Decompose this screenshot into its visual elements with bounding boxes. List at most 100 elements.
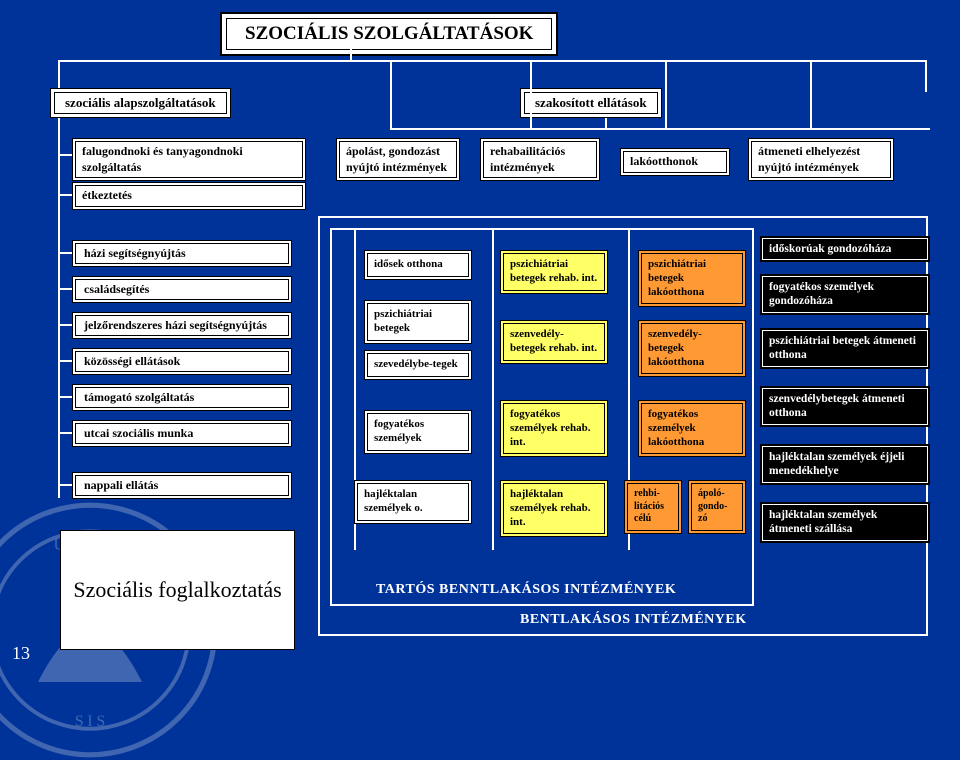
node-szenv-rehab: szenvedély-betegek rehab. int. bbox=[500, 320, 608, 364]
node-text: pszichiátriai betegek bbox=[367, 303, 469, 341]
rlist-item: fogyatékos személyek gondozóháza bbox=[760, 274, 930, 315]
node-szenvedely: szevedélybe-tegek bbox=[364, 350, 472, 380]
szocialis-foglalkoztatas-text: Szociális foglalkoztatás bbox=[73, 577, 281, 603]
svg-text:S I S: S I S bbox=[75, 713, 105, 730]
connector-line bbox=[605, 118, 607, 128]
list-item-text: közösségi ellátások bbox=[75, 351, 289, 372]
node-falugondnoki: falugondnoki és tanyagondnoki szolgáltat… bbox=[72, 138, 306, 181]
node-text: étkeztetés bbox=[75, 185, 303, 207]
rlist-text: hajléktalan személyek átmeneti szállása bbox=[762, 504, 928, 541]
connector-line bbox=[58, 118, 60, 498]
node-etkeztetes: étkeztetés bbox=[72, 182, 306, 210]
connector-line bbox=[810, 60, 812, 128]
sub-heading-right-text: szakosított ellátások bbox=[524, 92, 658, 114]
node-text: szevedélybe-tegek bbox=[367, 353, 469, 377]
rlist-item: hajléktalan személyek éjjeli menedékhely… bbox=[760, 444, 930, 485]
tartos-label: TARTÓS BENNTLAKÁSOS INTÉZMÉNYEK bbox=[376, 582, 676, 598]
connector-line bbox=[58, 288, 72, 290]
rlist-text: pszichiátriai betegek átmeneti otthona bbox=[762, 330, 928, 367]
rlist-text: szenvedélybetegek átmeneti otthona bbox=[762, 388, 928, 425]
connector-line bbox=[58, 154, 72, 156]
node-text: fogyatékos személyek bbox=[367, 413, 469, 451]
list-item-text: támogató szolgáltatás bbox=[75, 387, 289, 408]
node-text: pszichiátriai betegek rehab. int. bbox=[503, 253, 605, 291]
rlist-item: pszichiátriai betegek átmeneti otthona bbox=[760, 328, 930, 369]
connector-line bbox=[58, 60, 926, 62]
list-item-text: nappali ellátás bbox=[75, 475, 289, 496]
slide: UNIVERSI S I S 67 SZOCIÁLIS SZOLGÁLTATÁS… bbox=[0, 0, 960, 720]
sub-heading-right: szakosított ellátások bbox=[520, 88, 662, 118]
node-hajl-rehab: hajléktalan személyek rehab. int. bbox=[500, 480, 608, 537]
list-item-text: házi segítségnyújtás bbox=[75, 243, 289, 264]
connector-line bbox=[925, 60, 927, 92]
sub-heading-left-text: szociális alapszolgáltatások bbox=[54, 92, 227, 114]
list-item: utcai szociális munka bbox=[72, 420, 292, 447]
node-text: pszichiátriai betegek lakóotthona bbox=[641, 253, 743, 304]
node-rehab-int: rehabailitációs intézmények bbox=[480, 138, 600, 181]
sub-heading-left: szociális alapszolgáltatások bbox=[50, 88, 231, 118]
node-fogy-lako: fogyatékos személyek lakóotthona bbox=[638, 400, 746, 457]
node-text: fogyatékos személyek lakóotthona bbox=[641, 403, 743, 454]
node-text: rehabailitációs intézmények bbox=[483, 141, 597, 178]
node-pszich-rehab: pszichiátriai betegek rehab. int. bbox=[500, 250, 608, 294]
node-text: hajléktalan személyek o. bbox=[357, 483, 469, 521]
list-item: házi segítségnyújtás bbox=[72, 240, 292, 267]
connector-line bbox=[58, 360, 72, 362]
node-pszich-betegek: pszichiátriai betegek bbox=[364, 300, 472, 344]
node-text: rehbi-litációs célú bbox=[627, 483, 679, 531]
node-text: szenvedély-betegek lakóotthona bbox=[641, 323, 743, 374]
connector-line bbox=[58, 396, 72, 398]
rlist-text: időskorúak gondozóháza bbox=[762, 238, 928, 260]
szocialis-foglalkoztatas-box: Szociális foglalkoztatás bbox=[60, 530, 295, 650]
node-text: ápolást, gondozást nyújtó intézmények bbox=[339, 141, 457, 178]
connector-line bbox=[58, 194, 72, 196]
node-text: falugondnoki és tanyagondnoki szolgáltat… bbox=[75, 141, 303, 178]
connector-line bbox=[58, 252, 72, 254]
rlist-item: hajléktalan személyek átmeneti szállása bbox=[760, 502, 930, 543]
list-item: jelzőrendszeres házi segítségnyújtás bbox=[72, 312, 292, 339]
node-hajlektalan: hajléktalan személyek o. bbox=[354, 480, 472, 524]
node-text: átmeneti elhelyezést nyújtó intézmények bbox=[751, 141, 891, 178]
rlist-text: hajléktalan személyek éjjeli menedékhely… bbox=[762, 446, 928, 483]
rlist-item: időskorúak gondozóháza bbox=[760, 236, 930, 262]
list-item-text: családsegítés bbox=[75, 279, 289, 300]
node-lakootthonok: lakóotthonok bbox=[620, 148, 730, 176]
node-idosek-otthona: idősek otthona bbox=[364, 250, 472, 280]
rlist-text: fogyatékos személyek gondozóháza bbox=[762, 276, 928, 313]
list-item: támogató szolgáltatás bbox=[72, 384, 292, 411]
node-rehab-celu: rehbi-litációs célú bbox=[624, 480, 682, 534]
list-item: nappali ellátás bbox=[72, 472, 292, 499]
list-item: családsegítés bbox=[72, 276, 292, 303]
node-text: lakóotthonok bbox=[623, 151, 727, 173]
connector-line bbox=[492, 230, 494, 550]
slide-number: 13 bbox=[12, 643, 30, 664]
connector-line bbox=[665, 60, 667, 128]
node-text: hajléktalan személyek rehab. int. bbox=[503, 483, 605, 534]
node-text: idősek otthona bbox=[367, 253, 469, 277]
tartos-frame: idősek otthona pszichiátriai betegek sze… bbox=[330, 228, 754, 606]
node-pszich-lako: pszichiátriai betegek lakóotthona bbox=[638, 250, 746, 307]
connector-line bbox=[58, 484, 72, 486]
node-atmeneti: átmeneti elhelyezést nyújtó intézmények bbox=[748, 138, 894, 181]
page-title: SZOCIÁLIS SZOLGÁLTATÁSOK bbox=[226, 18, 552, 50]
node-fogyatekos: fogyatékos személyek bbox=[364, 410, 472, 454]
connector-line bbox=[350, 48, 352, 60]
list-item: közösségi ellátások bbox=[72, 348, 292, 375]
node-szenv-lako: szenvedély-betegek lakóotthona bbox=[638, 320, 746, 377]
connector-line bbox=[390, 128, 930, 130]
page-title-box: SZOCIÁLIS SZOLGÁLTATÁSOK bbox=[220, 12, 558, 56]
node-text: fogyatékos személyek rehab. int. bbox=[503, 403, 605, 454]
list-item-text: utcai szociális munka bbox=[75, 423, 289, 444]
connector-line bbox=[530, 60, 532, 128]
node-apolo-gondozo: ápoló-gondo-zó bbox=[688, 480, 746, 534]
node-fogy-rehab: fogyatékos személyek rehab. int. bbox=[500, 400, 608, 457]
bentlakasos-frame: idősek otthona pszichiátriai betegek sze… bbox=[318, 216, 928, 636]
connector-line bbox=[58, 324, 72, 326]
connector-line bbox=[390, 60, 392, 128]
node-apolast: ápolást, gondozást nyújtó intézmények bbox=[336, 138, 460, 181]
list-item-text: jelzőrendszeres házi segítségnyújtás bbox=[75, 315, 289, 336]
node-text: ápoló-gondo-zó bbox=[691, 483, 743, 531]
connector-line bbox=[58, 432, 72, 434]
rlist-item: szenvedélybetegek átmeneti otthona bbox=[760, 386, 930, 427]
bentlak-label: BENTLAKÁSOS INTÉZMÉNYEK bbox=[520, 612, 747, 628]
